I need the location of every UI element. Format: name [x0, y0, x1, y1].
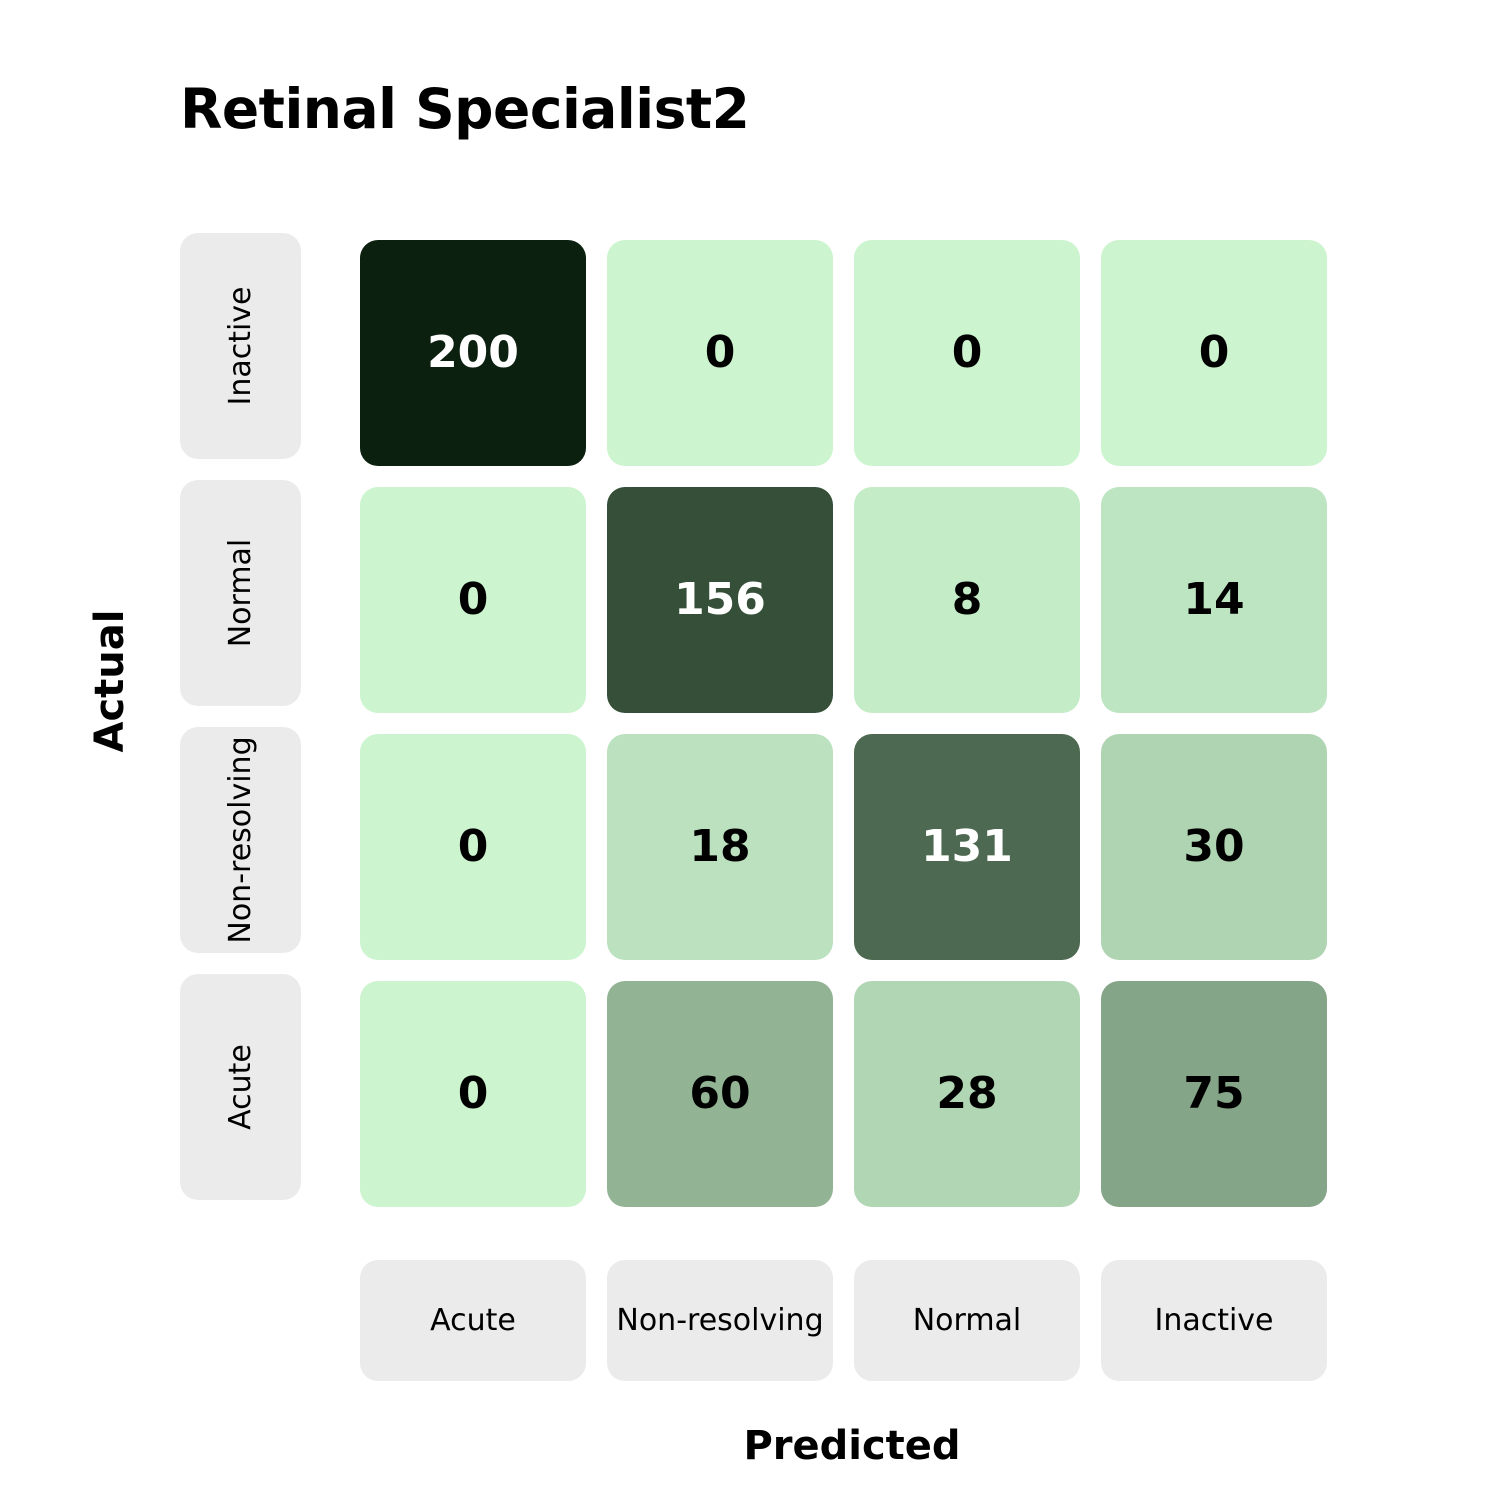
cell-value-label: 200 — [427, 327, 519, 378]
cell-value-label: 0 — [704, 327, 736, 378]
heatmap-cell: 60 — [607, 981, 833, 1207]
y-tick-label-box: Acute — [180, 974, 301, 1200]
cell-value-label: 0 — [457, 1068, 489, 1119]
cell-value-label: 14 — [1183, 574, 1245, 625]
cell-value-label: 75 — [1183, 1068, 1245, 1119]
heatmap-cell: 156 — [607, 487, 833, 713]
heatmap-cell: 14 — [1101, 487, 1327, 713]
heatmap-cell: 0 — [360, 981, 586, 1207]
x-tick-label-box: Normal — [854, 1260, 1080, 1381]
heatmap-cell: 18 — [607, 734, 833, 960]
heatmap-cell: 200 — [360, 240, 586, 466]
cell-value-label: 0 — [1198, 327, 1230, 378]
y-tick-label: Normal — [222, 538, 258, 648]
y-tick-label: Non-resolving — [222, 736, 258, 944]
cell-value-label: 156 — [674, 574, 766, 625]
chart-title: Retinal Specialist2 — [180, 77, 750, 141]
x-tick-label-box: Acute — [360, 1260, 586, 1381]
x-tick-label-box: Non-resolving — [607, 1260, 833, 1381]
y-tick-label: Acute — [222, 1044, 258, 1130]
cell-value-label: 0 — [951, 327, 983, 378]
cell-value-label: 0 — [457, 574, 489, 625]
cell-value-label: 18 — [689, 821, 751, 872]
heatmap-cell: 0 — [1101, 240, 1327, 466]
cell-value-label: 131 — [921, 821, 1013, 872]
x-tick-label-box: Inactive — [1101, 1260, 1327, 1381]
x-tick-label: Normal — [912, 1302, 1022, 1338]
cell-value-label: 8 — [951, 574, 983, 625]
y-tick-label-box: Normal — [180, 480, 301, 706]
x-tick-label: Inactive — [1154, 1302, 1274, 1338]
cell-value-label: 28 — [936, 1068, 998, 1119]
y-tick-label-box: Non-resolving — [180, 727, 301, 953]
heatmap-cell: 0 — [360, 487, 586, 713]
heatmap-cell: 8 — [854, 487, 1080, 713]
cell-value-label: 60 — [689, 1068, 751, 1119]
heatmap-cell: 0 — [360, 734, 586, 960]
heatmap-cell: 0 — [607, 240, 833, 466]
heatmap-cell: 0 — [854, 240, 1080, 466]
cell-value-label: 30 — [1183, 821, 1245, 872]
heatmap-cell: 30 — [1101, 734, 1327, 960]
heatmap-cell: 75 — [1101, 981, 1327, 1207]
x-axis-title: Predicted — [743, 1423, 961, 1469]
x-tick-label: Non-resolving — [616, 1302, 824, 1338]
y-tick-label: Inactive — [222, 286, 258, 406]
y-axis-title: Actual — [87, 609, 133, 753]
x-tick-label: Acute — [430, 1302, 516, 1338]
heatmap-cell: 28 — [854, 981, 1080, 1207]
heatmap-cell: 131 — [854, 734, 1080, 960]
y-tick-label-box: Inactive — [180, 233, 301, 459]
cell-value-label: 0 — [457, 821, 489, 872]
